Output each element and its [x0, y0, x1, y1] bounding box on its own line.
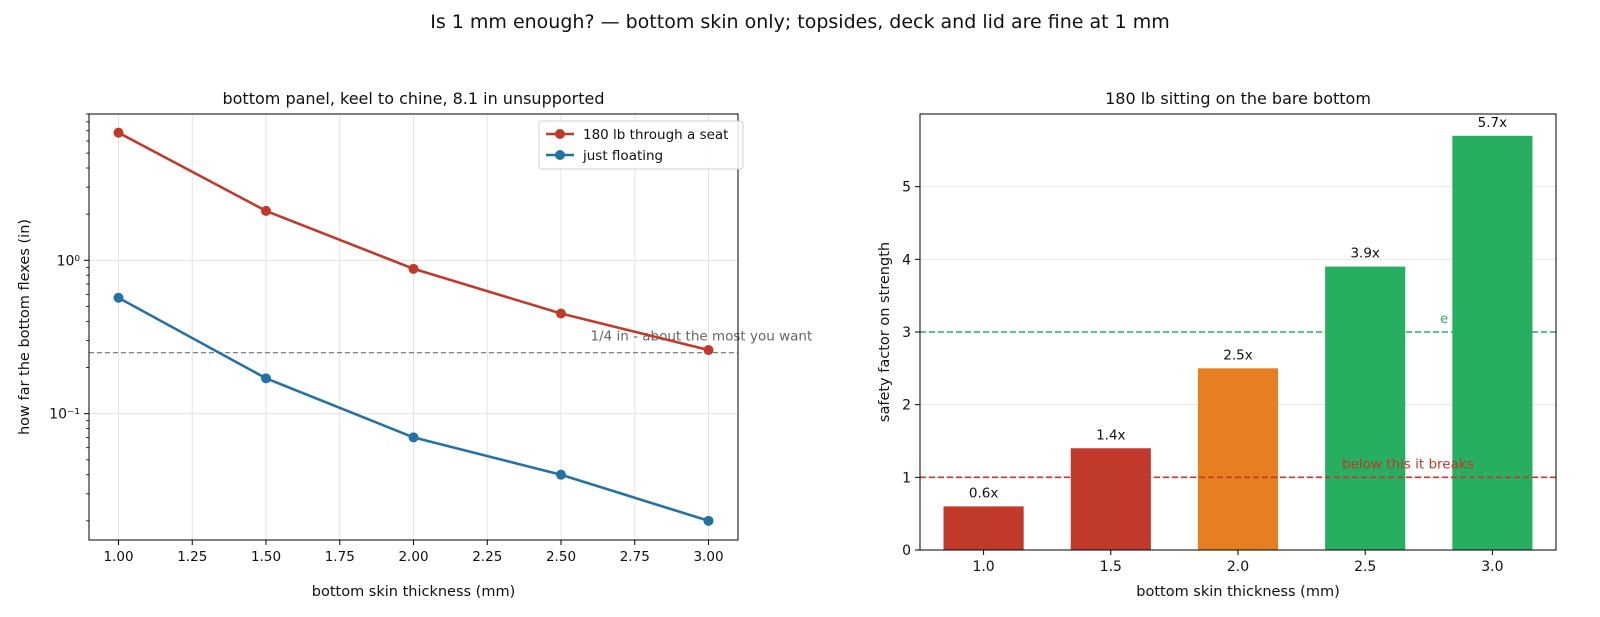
y-tick-label: 1 [902, 470, 911, 486]
right-y-ticks: 0 1 2 3 4 5 [902, 180, 920, 559]
data-point [261, 205, 271, 216]
breaks-line-label: below this it breaks [1342, 456, 1474, 472]
legend-marker-1 [555, 150, 565, 160]
x-tick-label: 1.25 [177, 549, 207, 565]
x-tick-label: 1.00 [103, 549, 133, 565]
safety-factor-chart: 0.6x 1.4x 2.5x 3.9x 5.7x e marg below this it… [877, 89, 1557, 600]
legend-label-1: just floating [582, 148, 663, 164]
right-bars-layer: 0.6x 1.4x 2.5x 3.9x 5.7x [943, 115, 1533, 551]
y-tick-label: 10⁻¹ [49, 407, 80, 423]
y-tick-label: 3 [902, 325, 911, 341]
left-chart-title: bottom panel, keel to chine, 8.1 in unsu… [222, 89, 604, 108]
bar-value-label: 0.6x [969, 485, 998, 501]
good-margin-label: e marg [1440, 311, 1488, 327]
data-point [408, 263, 419, 274]
data-point [556, 469, 566, 480]
data-point [408, 432, 419, 443]
legend-box [538, 120, 744, 170]
right-x-axis-label: bottom skin thickness (mm) [1136, 584, 1340, 600]
right-chart-title: 180 lb sitting on the bare bottom [1105, 89, 1371, 108]
x-tick-label: 1.5 [1100, 559, 1122, 575]
left-x-ticks: 1.00 1.25 1.50 1.75 2.00 2.25 2.50 2.75 3.00 [103, 540, 724, 565]
left-series-layer [113, 127, 714, 526]
x-tick-label: 2.75 [620, 549, 650, 565]
legend-marker-0 [555, 129, 565, 139]
bar-3.0 [1452, 135, 1533, 551]
reference-line-label: 1/4 in - about the most you want [591, 329, 813, 345]
left-y-ticks: 10⁻¹ 10⁰ [49, 113, 89, 522]
deflection-chart: 1/4 in - about the most you want 1.00 1.2… [17, 89, 812, 600]
x-tick-label: 1.0 [972, 559, 994, 575]
x-tick-label: 2.25 [472, 549, 502, 565]
right-x-ticks: 1.0 1.5 2.0 2.5 3.0 [972, 550, 1504, 575]
y-tick-label: 4 [902, 252, 911, 268]
bar-1.5 [1070, 448, 1151, 550]
legend-label-0: 180 lb through a seat [583, 127, 728, 143]
bar-value-label: 3.9x [1350, 246, 1379, 262]
y-tick-label: 0 [902, 543, 911, 559]
left-grid [89, 114, 738, 540]
y-tick-label: 2 [902, 398, 911, 414]
x-tick-label: 1.75 [325, 549, 355, 565]
y-tick-label: 10⁰ [57, 253, 81, 269]
data-point [556, 308, 566, 319]
x-tick-label: 2.5 [1354, 559, 1376, 575]
bar-value-label: 2.5x [1223, 347, 1252, 363]
bar-2.5 [1325, 266, 1406, 550]
bar-value-label: 1.4x [1096, 427, 1125, 443]
data-point [703, 515, 714, 526]
data-point [113, 292, 124, 303]
x-tick-label: 2.00 [398, 549, 428, 565]
data-point [703, 345, 714, 356]
left-y-axis-label: how far the bottom flexes (in) [17, 219, 33, 435]
x-tick-label: 3.00 [693, 549, 723, 565]
legend: 180 lb through a seat just floating [538, 120, 744, 170]
data-point [113, 127, 124, 138]
bar-1.0 [943, 506, 1024, 550]
x-tick-label: 2.0 [1227, 559, 1249, 575]
data-point [261, 373, 271, 384]
x-tick-label: 3.0 [1481, 559, 1503, 575]
x-tick-label: 2.50 [546, 549, 576, 565]
right-reference-lines: e marg below this it breaks [920, 311, 1556, 479]
y-tick-label: 5 [902, 180, 911, 196]
left-x-axis-label: bottom skin thickness (mm) [312, 584, 516, 600]
bar-2.0 [1197, 368, 1279, 550]
right-y-axis-label: safety factor on strength [877, 242, 893, 422]
figure-title: Is 1 mm enough? — bottom skin only; tops… [430, 11, 1170, 33]
x-tick-label: 1.50 [251, 549, 281, 565]
bar-value-label: 5.7x [1478, 115, 1507, 131]
